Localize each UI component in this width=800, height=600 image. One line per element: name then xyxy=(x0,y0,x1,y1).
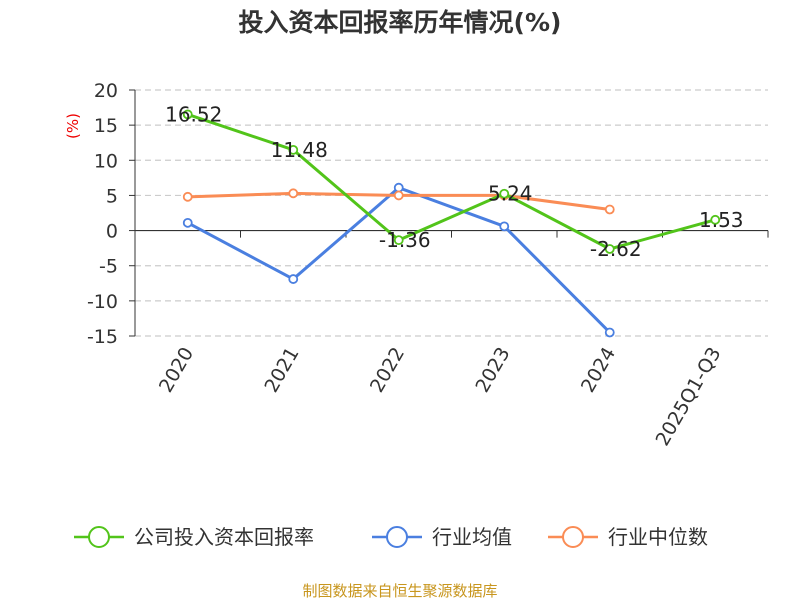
data-point[interactable] xyxy=(393,190,404,201)
legend-item[interactable]: 公司投入资本回报率 xyxy=(74,525,314,549)
legend-label: 公司投入资本回报率 xyxy=(134,525,314,549)
y-axis-label: (%) xyxy=(64,113,82,139)
footer-source: 制图数据来自恒生聚源数据库 xyxy=(302,582,497,600)
x-tick-label: 2023 xyxy=(471,344,514,397)
x-tick-label: 2025Q1-Q3 xyxy=(652,344,726,450)
data-point[interactable] xyxy=(288,188,299,199)
legend-circle-icon xyxy=(562,526,584,548)
legend-label: 行业均值 xyxy=(432,525,512,549)
legend-item[interactable]: 行业均值 xyxy=(372,525,512,549)
y-tick-label: -10 xyxy=(87,291,118,313)
data-point[interactable] xyxy=(288,274,299,284)
chart-title: 投入资本回报率历年情况(%) xyxy=(239,8,562,37)
series-line xyxy=(187,185,611,334)
data-label: -1.36 xyxy=(379,228,431,252)
data-label: 11.48 xyxy=(271,138,328,162)
data-point[interactable] xyxy=(393,182,404,193)
data-label: -2.62 xyxy=(590,237,642,261)
data-point[interactable] xyxy=(604,244,615,254)
data-label: 16.52 xyxy=(165,102,222,126)
data-point[interactable] xyxy=(710,214,721,225)
data-label: 1.53 xyxy=(699,208,744,232)
series-line xyxy=(187,113,716,251)
y-tick-label: 5 xyxy=(106,185,118,207)
y-tick-label: -5 xyxy=(99,256,118,278)
data-point[interactable] xyxy=(288,144,299,155)
x-tick-label: 2020 xyxy=(155,344,198,397)
x-tick-label: 2022 xyxy=(366,344,409,397)
y-tick-label: 0 xyxy=(106,221,118,243)
y-tick-label: 10 xyxy=(94,150,118,172)
data-point[interactable] xyxy=(393,235,404,246)
legend-item[interactable]: 行业中位数 xyxy=(548,525,708,549)
legend-circle-icon xyxy=(88,526,110,548)
legend-circle-icon xyxy=(386,526,408,548)
y-tick-label: 20 xyxy=(94,80,118,102)
y-tick-label: -15 xyxy=(87,326,118,348)
data-point[interactable] xyxy=(499,188,510,199)
data-point[interactable] xyxy=(604,327,615,338)
data-point[interactable] xyxy=(604,204,615,215)
data-point[interactable] xyxy=(499,221,510,232)
legend-label: 行业中位数 xyxy=(608,525,708,549)
data-label: 5.24 xyxy=(488,182,533,206)
x-tick-label: 2021 xyxy=(260,344,303,397)
data-point[interactable] xyxy=(182,191,193,202)
data-point[interactable] xyxy=(182,217,193,228)
data-point[interactable] xyxy=(182,109,193,120)
y-tick-label: 15 xyxy=(94,115,118,137)
x-tick-label: 2024 xyxy=(577,344,620,397)
